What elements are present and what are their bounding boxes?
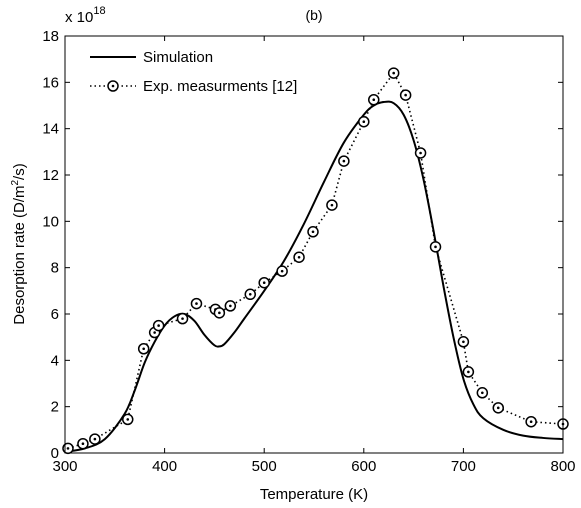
data-point-center [330, 203, 334, 207]
data-point-center [462, 340, 465, 344]
data-point-center [419, 151, 422, 155]
data-point-center [362, 120, 366, 124]
x-axis-ticks: 300 400 500 600 700 800 [52, 36, 576, 475]
data-point-center [218, 311, 221, 315]
data-point-center [297, 255, 301, 259]
x-tick-label: 600 [351, 458, 376, 475]
y-tick-label: 0 [51, 445, 59, 462]
y-multiplier-exponent: 18 [93, 5, 105, 17]
y-multiplier: x 1018 [65, 5, 106, 26]
x-tick-label: 500 [252, 458, 277, 475]
series-layer [62, 67, 569, 455]
legend-label-simulation: Simulation [143, 49, 213, 66]
data-point-center [404, 93, 407, 97]
y-tick-label: 16 [42, 74, 59, 91]
data-point-center [93, 437, 97, 441]
legend-marker-exp-dot [111, 84, 115, 88]
legend-box [80, 42, 358, 102]
plot-frame [64, 35, 564, 454]
y-tick-label: 8 [51, 260, 59, 277]
data-point-center [126, 418, 130, 421]
x-tick-label: 800 [550, 458, 575, 475]
data-point-center [342, 159, 346, 163]
data-point-center [66, 447, 70, 450]
data-point-center [81, 442, 85, 446]
data-point-center [157, 324, 160, 327]
data-point-center [467, 370, 470, 374]
data-point-center [153, 331, 156, 334]
y-tick-label: 4 [51, 352, 59, 369]
y-tick-label: 18 [42, 28, 59, 45]
y-axis-label-sup: 2 [10, 180, 21, 186]
y-tick-label: 6 [51, 306, 59, 323]
data-point-center [142, 347, 145, 351]
plot-area [65, 36, 563, 453]
x-tick-label: 300 [52, 458, 77, 475]
data-point-center [529, 420, 533, 424]
x-tick-label: 400 [152, 458, 177, 475]
y-multiplier-base: x 10 [65, 9, 93, 26]
y-axis-ticks: 0 2 4 6 8 10 12 14 16 18 [42, 28, 563, 462]
y-tick-label: 2 [51, 399, 59, 416]
legend-label-exp: Exp. measurments [12] [143, 78, 297, 95]
data-point-center [496, 406, 500, 410]
chart-title: (b) [305, 7, 322, 23]
x-axis-label: Temperature (K) [260, 486, 368, 503]
data-point-center [195, 302, 198, 305]
data-point-center [181, 317, 184, 320]
data-point-center [372, 98, 376, 102]
data-point-center [229, 304, 232, 308]
data-point-center [248, 293, 252, 296]
data-point-center [392, 71, 395, 75]
y-tick-label: 14 [42, 121, 59, 138]
legend: Simulation Exp. measurments [12] [80, 42, 358, 102]
data-point-center [280, 269, 284, 273]
y-axis-label-main: Desorption rate (D/m [11, 186, 28, 325]
data-point-center [262, 281, 266, 285]
y-axis-label: Desorption rate (D/m2/s) [10, 163, 28, 324]
x-tick-label: 700 [451, 458, 476, 475]
data-point-center [311, 230, 315, 234]
y-tick-label: 10 [42, 213, 59, 230]
y-axis-label-tail: /s) [11, 163, 28, 180]
data-point-center [481, 391, 484, 395]
data-point-center [434, 245, 437, 249]
y-tick-label: 12 [42, 167, 59, 184]
